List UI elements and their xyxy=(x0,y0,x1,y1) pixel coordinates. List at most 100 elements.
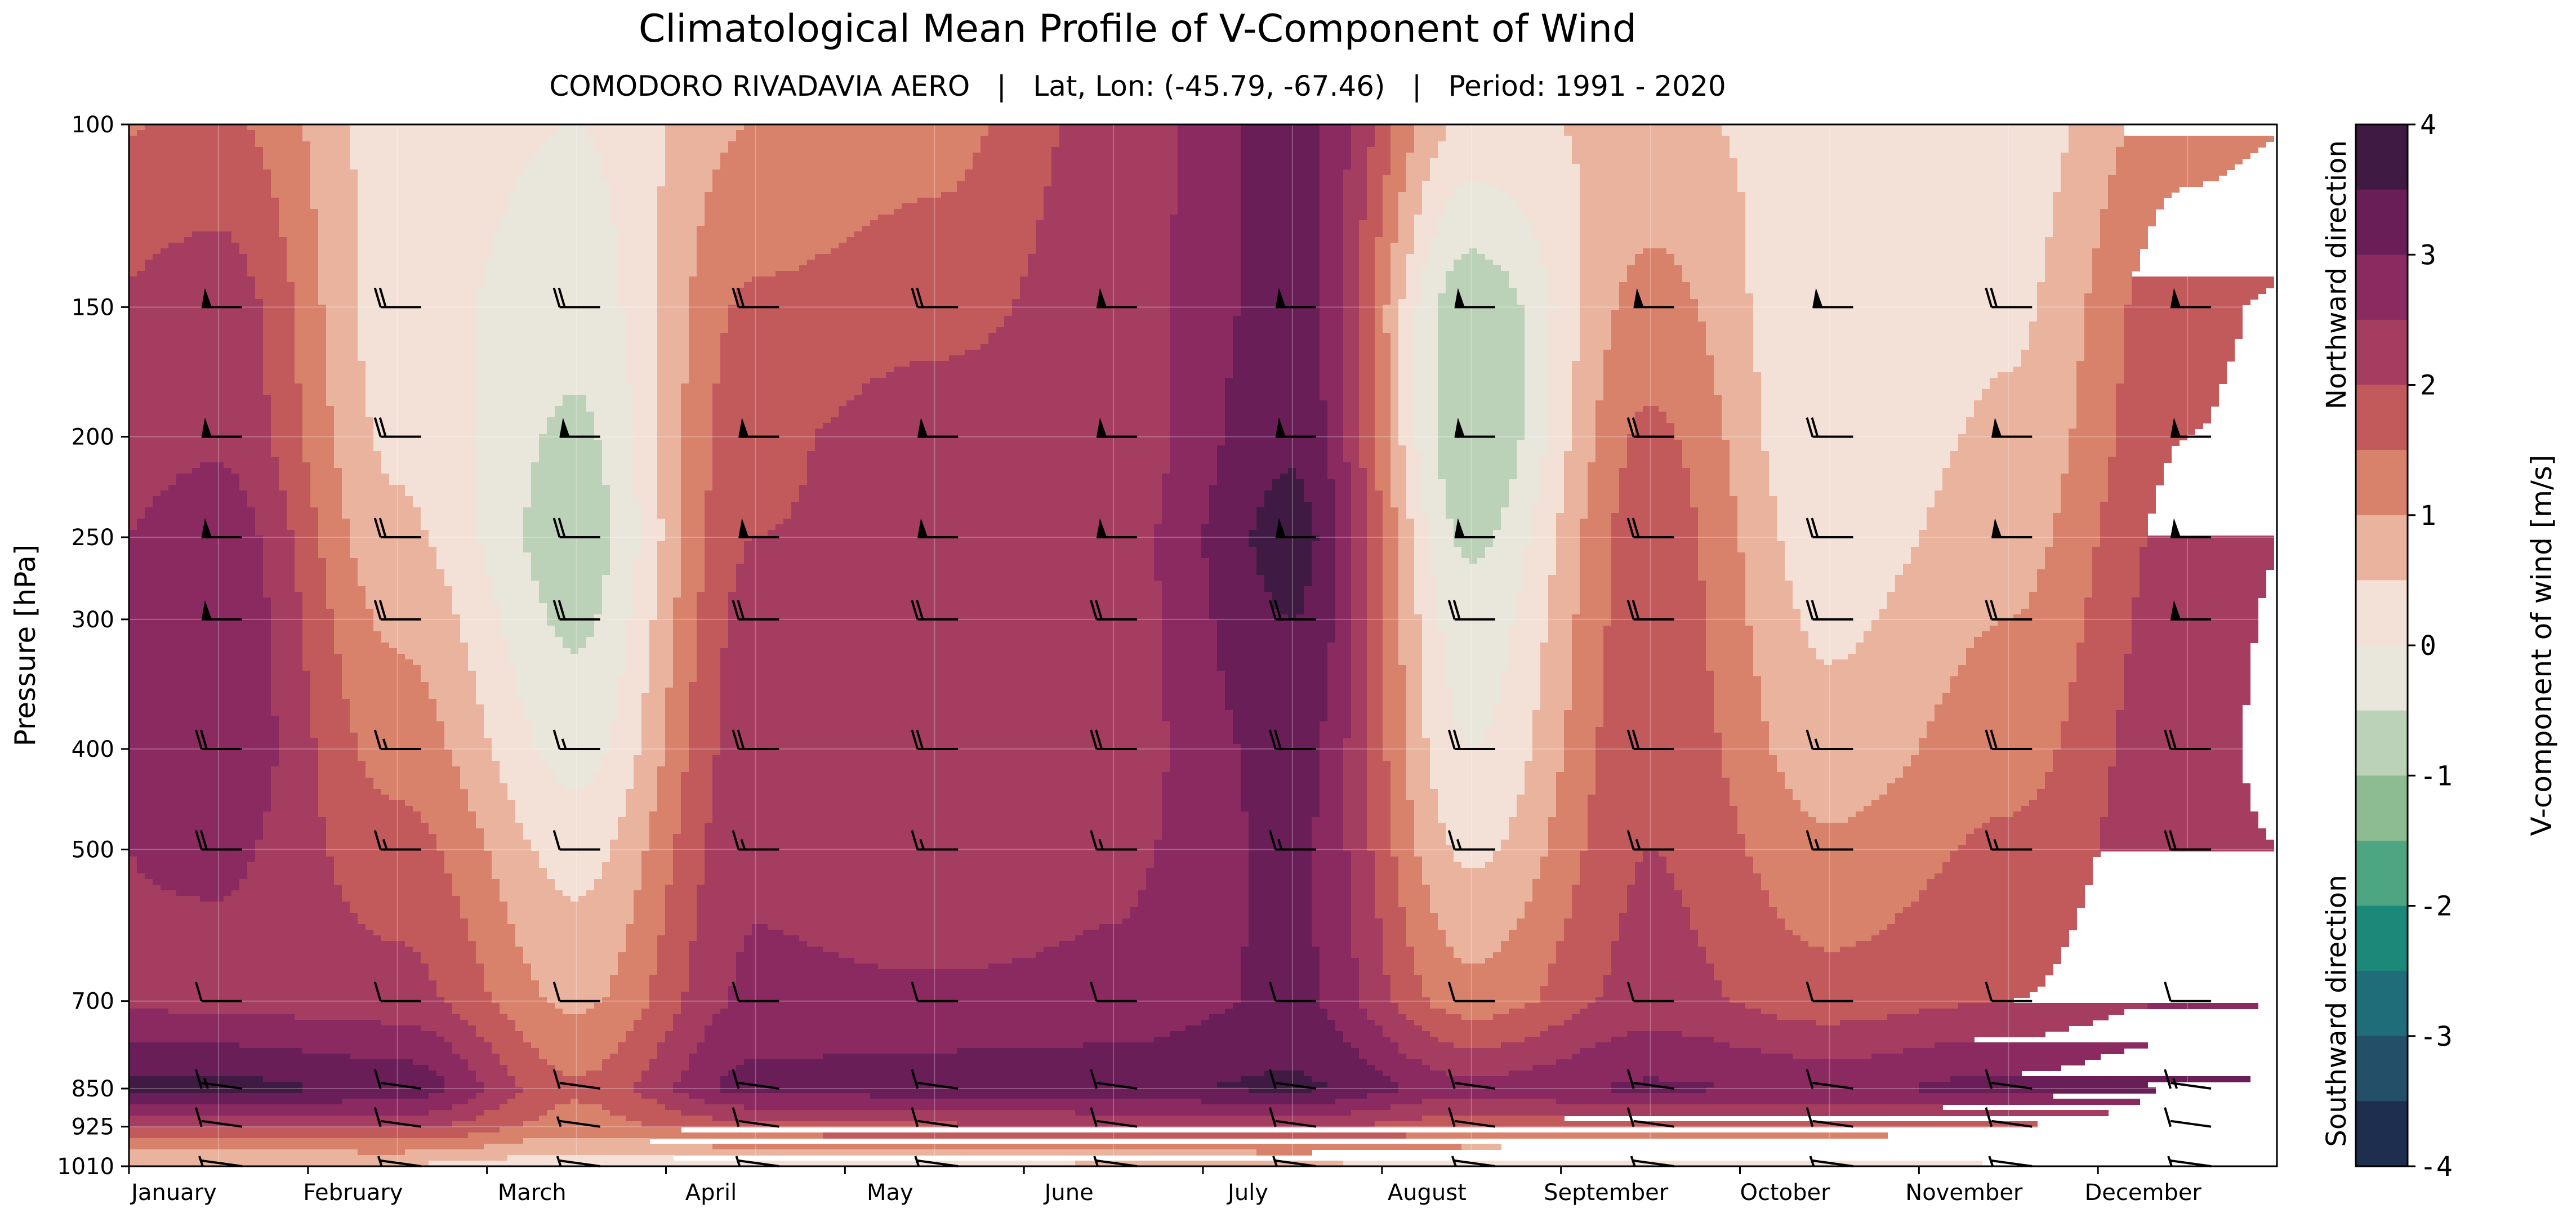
contour-cell xyxy=(2132,282,2274,288)
contour-cell xyxy=(1320,355,1344,362)
contour-cell xyxy=(610,490,634,497)
contour-cell xyxy=(1162,795,1241,801)
contour-cell xyxy=(1327,406,1344,412)
contour-cell xyxy=(1044,209,1178,215)
contour-cell xyxy=(287,265,319,271)
contour-cell xyxy=(1722,738,1770,744)
contour-cell xyxy=(657,935,697,942)
contour-cell xyxy=(1564,744,1596,750)
contour-cell xyxy=(799,485,1162,491)
contour-cell xyxy=(1383,947,1415,953)
contour-cell xyxy=(618,226,658,232)
contour-cell xyxy=(1690,485,1730,491)
contour-cell xyxy=(657,215,705,221)
contour-cell xyxy=(421,952,476,958)
contour-cell xyxy=(1808,637,1864,643)
contour-cell xyxy=(602,175,666,181)
contour-cell xyxy=(1737,823,1982,829)
contour-cell xyxy=(610,857,642,863)
contour-cell xyxy=(1162,485,1210,491)
contour-cell xyxy=(1351,485,1367,491)
contour-cell xyxy=(263,327,295,333)
contour-cell xyxy=(271,434,303,440)
contour-cell xyxy=(1446,513,1501,519)
contour-cell xyxy=(1249,811,1320,818)
contour-cell xyxy=(634,451,658,457)
contour-cell xyxy=(705,569,737,576)
contour-cell xyxy=(641,541,658,547)
contour-cell xyxy=(1217,457,1328,463)
contour-cell xyxy=(799,265,1028,271)
contour-cell xyxy=(720,338,989,345)
contour-cell xyxy=(1580,209,1746,215)
contour-cell xyxy=(247,260,287,266)
contour-cell xyxy=(641,710,666,716)
contour-cell xyxy=(1603,693,1714,699)
contour-cell xyxy=(1927,733,2061,739)
contour-cell xyxy=(1359,282,1375,288)
contour-cell xyxy=(641,704,666,711)
contour-cell xyxy=(1406,665,1423,671)
contour-cell xyxy=(1367,834,1391,840)
contour-cell xyxy=(602,451,634,457)
contour-cell xyxy=(129,890,177,897)
contour-cell xyxy=(1170,434,1225,440)
contour-cell xyxy=(555,406,587,412)
contour-cell xyxy=(1603,980,1722,987)
contour-cell xyxy=(2029,592,2093,598)
contour-cell xyxy=(129,1144,484,1150)
contour-cell xyxy=(279,750,319,756)
contour-cell xyxy=(1051,164,1178,170)
contour-cell xyxy=(586,1009,642,1015)
contour-cell xyxy=(1572,614,1612,621)
contour-cell xyxy=(2013,811,2109,818)
contour-cell xyxy=(1422,975,1549,981)
contour-cell xyxy=(736,958,855,964)
contour-cell xyxy=(697,265,800,271)
contour-cell xyxy=(1730,468,1770,474)
contour-cell xyxy=(1595,733,1722,739)
contour-cell xyxy=(1327,423,1344,429)
contour-cell xyxy=(1525,316,1549,322)
contour-cell xyxy=(1422,1059,1557,1065)
contour-cell xyxy=(358,192,508,198)
contour-cell xyxy=(1162,671,1225,677)
contour-cell xyxy=(1848,654,1967,660)
contour-cell xyxy=(1406,761,1430,767)
wind-barb xyxy=(1806,600,1853,621)
contour-cell xyxy=(1603,389,1714,395)
contour-cell xyxy=(413,502,476,508)
contour-cell xyxy=(358,569,445,576)
contour-cell xyxy=(1422,631,1446,637)
contour-cell xyxy=(697,930,752,936)
contour-cell xyxy=(358,209,508,215)
contour-cell xyxy=(1390,997,1430,1004)
contour-cell xyxy=(1674,873,1762,880)
contour-cell xyxy=(1446,1071,1509,1077)
contour-cell xyxy=(1383,215,1399,221)
contour-cell xyxy=(1312,507,1336,514)
contour-cell xyxy=(744,1059,1367,1065)
contour-cell xyxy=(484,710,524,716)
contour-cell xyxy=(1414,226,1438,232)
contour-cell xyxy=(1351,947,1383,953)
contour-cell xyxy=(1966,654,2077,660)
contour-cell xyxy=(1722,406,1762,412)
wind-barb xyxy=(1451,1156,1496,1167)
contour-cell xyxy=(1162,682,1225,688)
contour-cell xyxy=(1359,299,1375,305)
contour-cell xyxy=(326,333,358,339)
contour-cell xyxy=(1595,406,1643,412)
contour-cell xyxy=(1572,676,1604,683)
contour-cell xyxy=(1485,733,1533,739)
contour-cell xyxy=(231,231,279,238)
contour-cell xyxy=(1556,541,1580,547)
contour-cell xyxy=(712,440,815,446)
contour-cell xyxy=(1706,654,1754,660)
contour-cell xyxy=(1525,367,1549,373)
contour-cell xyxy=(681,1009,721,1015)
contour-cell xyxy=(263,834,327,840)
contour-cell xyxy=(1367,682,1383,688)
contour-cell xyxy=(1154,564,1210,570)
contour-cell xyxy=(697,243,839,249)
